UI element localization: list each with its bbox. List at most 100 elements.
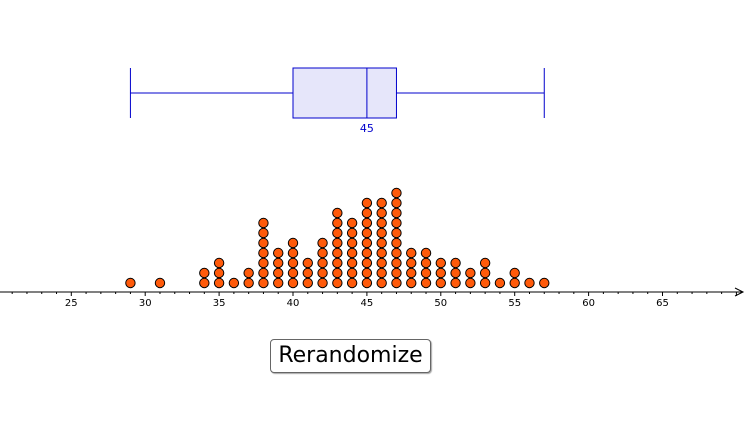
data-dot — [273, 267, 284, 279]
data-dot — [258, 267, 269, 279]
data-dot — [317, 247, 328, 259]
data-dot — [332, 277, 343, 289]
data-dot — [465, 277, 476, 289]
data-dot — [509, 267, 520, 279]
data-dot — [435, 277, 446, 289]
data-dot — [450, 267, 461, 279]
rerandomize-button[interactable]: Rerandomize — [270, 339, 431, 373]
data-dot — [420, 277, 432, 289]
data-dot — [361, 227, 373, 239]
x-axis-arrow — [734, 287, 745, 297]
data-dot — [376, 267, 387, 279]
data-dot — [479, 257, 491, 269]
data-dot — [391, 217, 402, 229]
x-tick-label: 60 — [582, 298, 595, 309]
data-dot — [154, 277, 166, 289]
data-dot — [228, 277, 240, 289]
data-dot — [317, 277, 328, 289]
data-dot — [376, 217, 387, 229]
data-dot — [435, 257, 446, 269]
data-dot — [213, 257, 225, 269]
data-dot — [361, 217, 373, 229]
data-dot — [391, 237, 402, 249]
data-dot — [420, 247, 432, 259]
dot-plot — [125, 187, 550, 289]
data-dot — [391, 197, 402, 209]
data-dot — [376, 247, 387, 259]
data-dot — [346, 247, 358, 259]
data-dot — [258, 247, 269, 259]
box-plot: 45 — [129, 67, 545, 135]
x-axis: 25 30 35 40 45 50 55 60 65 — [0, 287, 745, 309]
data-dot — [539, 277, 550, 289]
data-dot — [287, 257, 299, 269]
data-dot — [273, 257, 284, 269]
data-dot — [509, 277, 520, 289]
data-dot — [287, 267, 299, 279]
data-dot — [332, 267, 343, 279]
data-dot — [332, 207, 343, 219]
data-dot — [243, 277, 254, 289]
data-dot — [420, 257, 432, 269]
data-dot — [420, 267, 432, 279]
x-tick-label: 25 — [65, 298, 78, 309]
data-dot — [346, 277, 358, 289]
data-dot — [406, 277, 417, 289]
x-tick-label: 65 — [656, 298, 669, 309]
data-dot — [258, 257, 269, 269]
data-dot — [317, 267, 328, 279]
data-dot — [287, 277, 299, 289]
x-tick-label: 50 — [434, 298, 447, 309]
data-dot — [332, 247, 343, 259]
data-dot — [273, 247, 284, 259]
data-dot — [199, 267, 210, 279]
data-dot — [287, 247, 299, 259]
data-dot — [391, 277, 402, 289]
data-dot — [376, 227, 387, 239]
data-dot — [465, 267, 476, 279]
data-dot — [361, 237, 373, 249]
iqr-box — [292, 67, 397, 119]
x-tick-label: 30 — [139, 298, 152, 309]
x-tick-label: 55 — [508, 298, 521, 309]
data-dot — [273, 277, 284, 289]
data-dot — [199, 277, 210, 289]
data-dot — [332, 227, 343, 239]
data-dot — [450, 257, 461, 269]
data-dot — [258, 217, 269, 229]
data-dot — [332, 217, 343, 229]
data-dot — [302, 267, 313, 279]
data-dot — [332, 257, 343, 269]
data-dot — [346, 237, 358, 249]
data-dot — [361, 247, 373, 259]
x-tick-label: 40 — [287, 298, 300, 309]
data-dot — [346, 257, 358, 269]
data-dot — [361, 277, 373, 289]
data-dot — [391, 227, 402, 239]
data-dot — [361, 197, 373, 209]
data-dot — [376, 207, 387, 219]
data-dot — [391, 187, 402, 199]
data-dot — [213, 267, 225, 279]
data-dot — [346, 227, 358, 239]
data-dot — [391, 247, 402, 259]
data-dot — [332, 237, 343, 249]
data-dot — [287, 237, 299, 249]
data-dot — [391, 267, 402, 279]
data-dot — [125, 277, 136, 289]
data-dot — [376, 257, 387, 269]
x-axis-ticks: 25 30 35 40 45 50 55 60 65 — [11, 292, 737, 309]
data-dot — [317, 237, 328, 249]
data-dot — [406, 257, 417, 269]
data-dot — [479, 267, 491, 279]
x-tick-label: 35 — [213, 298, 226, 309]
data-dot — [479, 277, 491, 289]
data-dot — [391, 257, 402, 269]
data-dot — [391, 207, 402, 219]
data-dot — [258, 277, 269, 289]
data-dot — [406, 267, 417, 279]
data-dot — [346, 217, 358, 229]
median-label: 45 — [360, 122, 374, 135]
data-dot — [302, 257, 313, 269]
